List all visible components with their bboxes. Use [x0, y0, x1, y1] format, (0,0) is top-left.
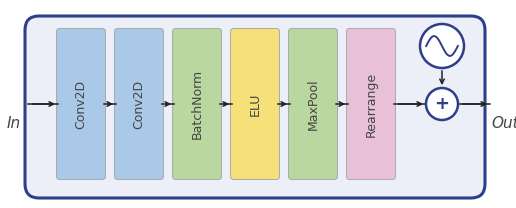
Text: In: In: [7, 116, 21, 131]
FancyBboxPatch shape: [347, 28, 395, 180]
FancyBboxPatch shape: [25, 16, 485, 198]
Text: MaxPool: MaxPool: [307, 78, 319, 130]
Text: Conv2D: Conv2D: [74, 79, 88, 129]
FancyBboxPatch shape: [56, 28, 105, 180]
Circle shape: [420, 24, 464, 68]
FancyBboxPatch shape: [115, 28, 164, 180]
Circle shape: [426, 88, 458, 120]
Text: BatchNorm: BatchNorm: [190, 69, 203, 139]
Text: Rearrange: Rearrange: [364, 71, 378, 137]
Text: +: +: [434, 95, 449, 113]
FancyBboxPatch shape: [231, 28, 280, 180]
FancyBboxPatch shape: [288, 28, 337, 180]
Text: ELU: ELU: [249, 92, 262, 116]
FancyBboxPatch shape: [172, 28, 221, 180]
Text: Conv2D: Conv2D: [133, 79, 146, 129]
Text: Out: Out: [491, 116, 516, 131]
